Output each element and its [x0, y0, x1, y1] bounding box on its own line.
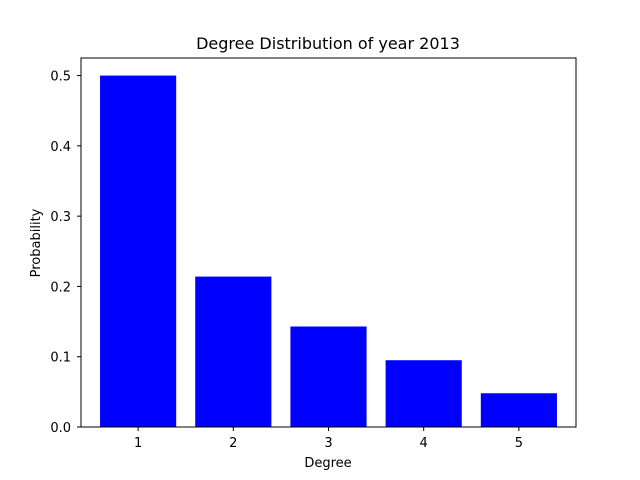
y-tick-label: 0.1 — [50, 351, 71, 366]
y-tick-label: 0.5 — [50, 70, 71, 85]
bar-5 — [480, 393, 557, 427]
y-tick-label: 0.4 — [50, 140, 71, 155]
bar-3 — [290, 326, 367, 427]
x-tick-label: 1 — [134, 436, 142, 451]
y-tick-label: 0.2 — [50, 280, 71, 295]
x-tick-label: 3 — [324, 436, 332, 451]
bar-1 — [100, 75, 177, 428]
bar-4 — [385, 360, 462, 427]
x-axis-label: Degree — [304, 456, 351, 471]
chart-title: Degree Distribution of year 2013 — [196, 34, 460, 53]
x-axis: 1 2 3 4 5 — [134, 427, 523, 451]
x-tick-label: 2 — [229, 436, 237, 451]
y-axis: 0.0 0.1 0.2 0.3 0.4 0.5 — [50, 70, 81, 436]
x-tick-label: 4 — [420, 436, 428, 451]
bar-2 — [195, 276, 272, 427]
y-axis-label: Probability — [29, 208, 44, 277]
y-tick-label: 0.3 — [50, 210, 71, 225]
bars-group — [100, 75, 557, 428]
y-tick-label: 0.0 — [50, 421, 71, 436]
x-tick-label: 5 — [515, 436, 523, 451]
